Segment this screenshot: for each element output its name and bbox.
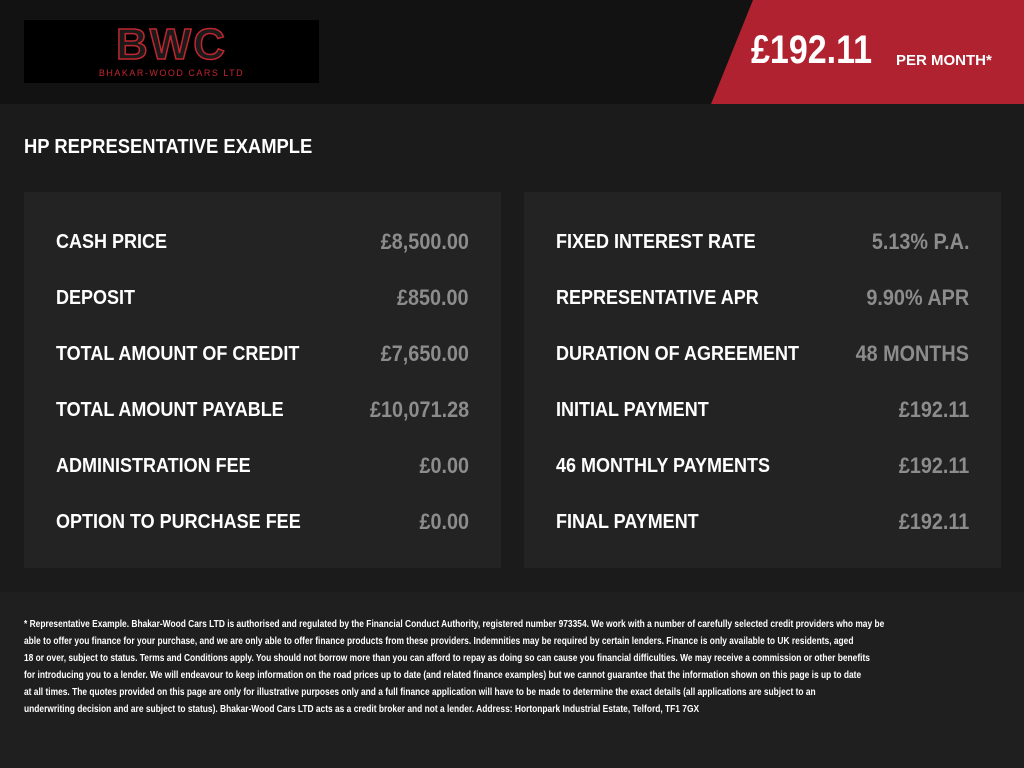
disclaimer: * Representative Example. Bhakar-Wood Ca… (0, 592, 1024, 768)
logo-subtitle: BHAKAR-WOOD CARS LTD (98, 68, 245, 78)
finance-row: REPRESENTATIVE APR 9.90% APR (556, 270, 969, 326)
monthly-price-banner: £192.11 PER MONTH* (711, 0, 1024, 104)
row-label: ADMINISTRATION FEE (56, 454, 251, 477)
row-label: TOTAL AMOUNT OF CREDIT (56, 342, 300, 365)
row-label: INITIAL PAYMENT (556, 398, 709, 421)
row-value: £0.00 (419, 453, 469, 478)
disclaimer-line: able to offer you finance for your purch… (24, 635, 854, 647)
row-value: £192.11 (898, 453, 969, 478)
row-value: £192.11 (898, 397, 969, 422)
finance-row: INITIAL PAYMENT £192.11 (556, 382, 969, 438)
per-month-label: PER MONTH* (896, 52, 992, 69)
finance-row: FIXED INTEREST RATE 5.13% P.A. (556, 214, 969, 270)
row-value: 5.13% P.A. (871, 229, 969, 254)
disclaimer-line: at all times. The quotes provided on thi… (24, 686, 816, 698)
row-value: £8,500.00 (380, 229, 469, 254)
header: BWC BHAKAR-WOOD CARS LTD £192.11 PER MON… (0, 0, 1024, 104)
row-value: £0.00 (419, 509, 469, 534)
logo-text: BWC (115, 19, 228, 70)
disclaimer-line: * Representative Example. Bhakar-Wood Ca… (24, 618, 885, 630)
row-label: FINAL PAYMENT (556, 510, 699, 533)
finance-row: OPTION TO PURCHASE FEE £0.00 (56, 494, 469, 550)
row-value: £192.11 (898, 509, 969, 534)
row-value: £7,650.00 (380, 341, 469, 366)
row-label: DEPOSIT (56, 286, 136, 309)
finance-row: 46 MONTHLY PAYMENTS £192.11 (556, 438, 969, 494)
row-value: £850.00 (397, 285, 469, 310)
row-label: CASH PRICE (56, 230, 168, 253)
finance-row: TOTAL AMOUNT PAYABLE £10,071.28 (56, 382, 469, 438)
finance-row: CASH PRICE £8,500.00 (56, 214, 469, 270)
row-value: 9.90% APR (866, 285, 969, 310)
finance-row: DURATION OF AGREEMENT 48 MONTHS (556, 326, 969, 382)
finance-row: TOTAL AMOUNT OF CREDIT £7,650.00 (56, 326, 469, 382)
row-label: 46 MONTHLY PAYMENTS (556, 454, 771, 477)
finance-details-left: CASH PRICE £8,500.00 DEPOSIT £850.00 TOTAL… (24, 192, 501, 568)
section-title: HP REPRESENTATIVE EXAMPLE (24, 136, 313, 158)
finance-row: FINAL PAYMENT £192.11 (556, 494, 969, 550)
finance-details-right: FIXED INTEREST RATE 5.13% P.A. REPRESENTA… (524, 192, 1001, 568)
disclaimer-line: for introducing you to a lender. We will… (24, 669, 862, 681)
row-value: £10,071.28 (369, 397, 469, 422)
row-label: FIXED INTEREST RATE (556, 230, 756, 253)
finance-row: ADMINISTRATION FEE £0.00 (56, 438, 469, 494)
finance-row: DEPOSIT £850.00 (56, 270, 469, 326)
disclaimer-line: underwriting decision and are subject to… (24, 703, 700, 715)
row-label: OPTION TO PURCHASE FEE (56, 510, 301, 533)
row-label: REPRESENTATIVE APR (556, 286, 759, 309)
row-label: TOTAL AMOUNT PAYABLE (56, 398, 284, 421)
row-label: DURATION OF AGREEMENT (556, 342, 799, 365)
company-logo: BWC BHAKAR-WOOD CARS LTD (24, 19, 319, 83)
disclaimer-line: 18 or over, subject to status. Terms and… (24, 652, 870, 664)
monthly-price: £192.11 (751, 28, 873, 72)
row-value: 48 MONTHS (855, 341, 969, 366)
